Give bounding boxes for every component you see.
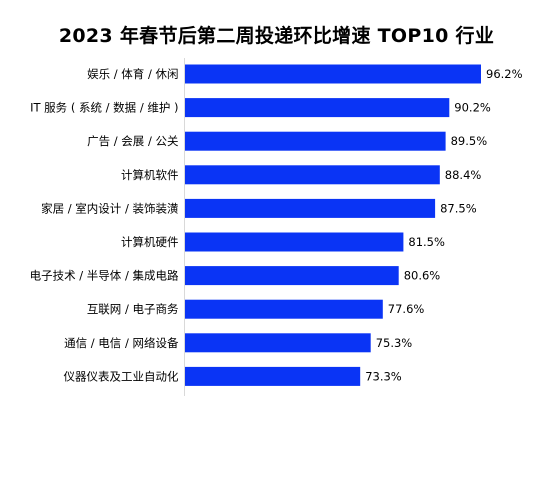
- bar: [184, 131, 446, 151]
- data-label: 81.5%: [408, 235, 445, 249]
- chart-title: 2023 年春节后第二周投递环比增速 TOP10 行业: [58, 25, 495, 47]
- data-label: 96.2%: [486, 67, 523, 81]
- data-label: 80.6%: [404, 269, 441, 283]
- category-label: 电子技术 / 半导体 / 集成电路: [30, 269, 179, 283]
- data-label: 88.4%: [445, 168, 482, 182]
- category-label: 娱乐 / 体育 / 休闲: [87, 67, 178, 81]
- category-label: 家居 / 室内设计 / 装饰装潢: [41, 201, 178, 215]
- category-label: 通信 / 电信 / 网络设备: [64, 336, 179, 350]
- category-label: 计算机软件: [121, 168, 179, 182]
- bar: [184, 266, 399, 286]
- data-label: 89.5%: [451, 134, 488, 148]
- category-label: 互联网 / 电子商务: [87, 302, 179, 316]
- category-label: IT 服务 ( 系统 / 数据 / 维护 ): [30, 101, 178, 115]
- bar: [184, 98, 450, 118]
- data-label: 90.2%: [454, 101, 491, 115]
- bar: [184, 333, 371, 353]
- category-label: 广告 / 会展 / 公关: [87, 134, 179, 148]
- data-label: 75.3%: [376, 336, 413, 350]
- bar: [184, 366, 361, 386]
- data-label: 73.3%: [365, 369, 402, 383]
- bar: [184, 198, 436, 218]
- category-label: 仪器仪表及工业自动化: [64, 369, 179, 383]
- bar: [184, 299, 383, 319]
- data-label: 77.6%: [388, 302, 425, 316]
- category-label: 计算机硬件: [121, 235, 179, 249]
- bar: [184, 165, 440, 185]
- bar: [184, 64, 481, 84]
- bar: [184, 232, 404, 252]
- data-label: 87.5%: [440, 201, 477, 215]
